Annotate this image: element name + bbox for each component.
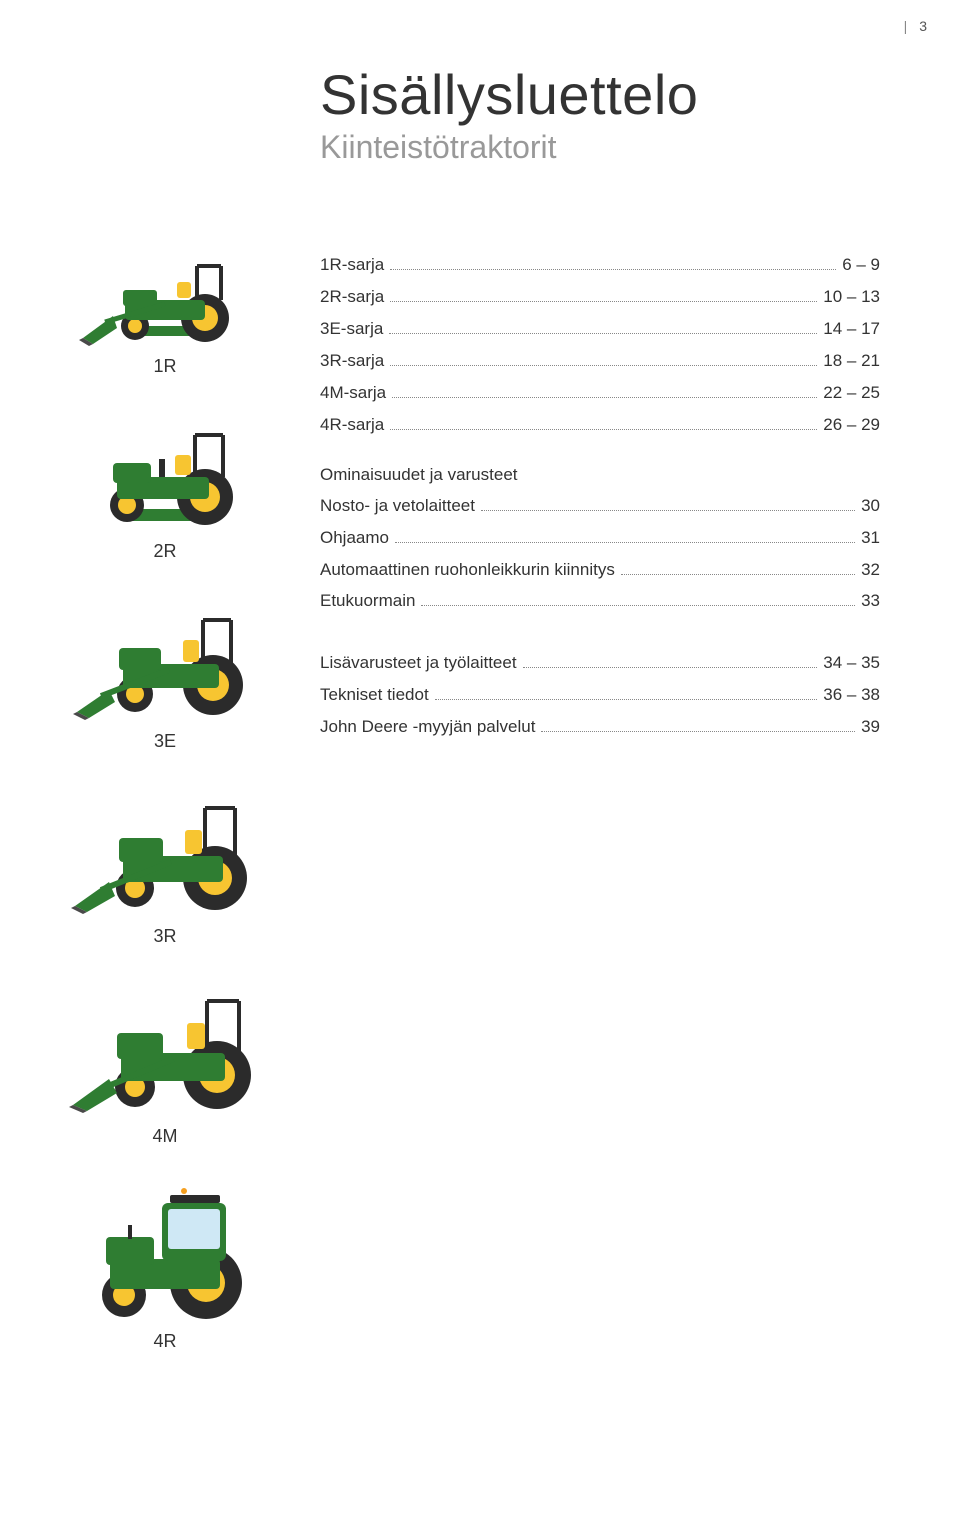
toc-label: Ohjaamo — [320, 527, 389, 550]
toc-leader — [390, 269, 836, 270]
page-title: Sisällysluettelo — [320, 62, 698, 127]
toc-label: Automaattinen ruohonleikkurin kiinnitys — [320, 559, 615, 582]
toc-leader — [390, 301, 817, 302]
toc-pages: 36 – 38 — [823, 684, 880, 707]
toc-leader — [392, 397, 817, 398]
toc-row: 1R-sarja 6 – 9 — [320, 254, 880, 277]
thumbnail-2r: 2R — [60, 405, 270, 562]
toc-leader — [421, 605, 855, 606]
thumbnail-label: 4M — [152, 1126, 177, 1147]
toc-section-heading: Ominaisuudet ja varusteet — [320, 465, 880, 485]
toc-row: Automaattinen ruohonleikkurin kiinnitys … — [320, 559, 880, 582]
toc-leader — [390, 365, 817, 366]
toc-row: Ohjaamo 31 — [320, 527, 880, 550]
toc-pages: 18 – 21 — [823, 350, 880, 373]
toc-row: 3R-sarja 18 – 21 — [320, 350, 880, 373]
toc-row: John Deere -myyjän palvelut 39 — [320, 716, 880, 739]
toc-leader — [621, 574, 855, 575]
tractor-icon — [65, 780, 265, 920]
toc-label: 3R-sarja — [320, 350, 384, 373]
toc-label: 3E-sarja — [320, 318, 383, 341]
thumbnail-label: 3E — [154, 731, 176, 752]
tractor-icon — [65, 975, 265, 1120]
toc-leader — [523, 667, 818, 668]
toc-leader — [389, 333, 817, 334]
toc-row: 3E-sarja 14 – 17 — [320, 318, 880, 341]
thumbnail-label: 1R — [153, 356, 176, 377]
tractor-icon — [65, 590, 265, 725]
toc-row: 4R-sarja 26 – 29 — [320, 414, 880, 437]
toc-row: 4M-sarja 22 – 25 — [320, 382, 880, 405]
toc-pages: 32 — [861, 559, 880, 582]
toc-pages: 26 – 29 — [823, 414, 880, 437]
toc-pages: 39 — [861, 716, 880, 739]
toc-pages: 33 — [861, 590, 880, 613]
title-block: Sisällysluettelo Kiinteistötraktorit — [320, 62, 698, 166]
toc-label: 2R-sarja — [320, 286, 384, 309]
toc-pages: 30 — [861, 495, 880, 518]
page-number-divider: | — [904, 18, 909, 34]
thumbnail-3e: 3E — [60, 590, 270, 752]
thumbnail-3r: 3R — [60, 780, 270, 947]
thumbnail-1r: 1R — [60, 230, 270, 377]
toc-pages: 14 – 17 — [823, 318, 880, 341]
toc-leader — [481, 510, 855, 511]
thumbnail-label: 3R — [153, 926, 176, 947]
toc-row: Lisävarusteet ja työlaitteet 34 – 35 — [320, 652, 880, 675]
toc-label: John Deere -myyjän palvelut — [320, 716, 535, 739]
toc-row: Nosto- ja vetolaitteet 30 — [320, 495, 880, 518]
page-number: | 3 — [904, 18, 928, 34]
toc-pages: 6 – 9 — [842, 254, 880, 277]
thumbnail-4m: 4M — [60, 975, 270, 1147]
toc-leader — [395, 542, 855, 543]
toc-label: Nosto- ja vetolaitteet — [320, 495, 475, 518]
toc-pages: 10 – 13 — [823, 286, 880, 309]
toc-row: Etukuormain 33 — [320, 590, 880, 613]
toc-leader — [541, 731, 855, 732]
thumbnail-label: 2R — [153, 541, 176, 562]
toc-pages: 22 – 25 — [823, 382, 880, 405]
toc-leader — [390, 429, 817, 430]
tractor-icon — [65, 230, 265, 350]
toc-label: 4M-sarja — [320, 382, 386, 405]
tractor-icon — [70, 1175, 260, 1325]
page-subtitle: Kiinteistötraktorit — [320, 129, 698, 166]
toc-label: Tekniset tiedot — [320, 684, 429, 707]
toc-row: Tekniset tiedot 36 – 38 — [320, 684, 880, 707]
toc-label: Lisävarusteet ja työlaitteet — [320, 652, 517, 675]
toc-label: 4R-sarja — [320, 414, 384, 437]
table-of-contents: 1R-sarja 6 – 9 2R-sarja 10 – 13 3E-sarja… — [320, 254, 880, 748]
toc-leader — [435, 699, 818, 700]
thumbnail-label: 4R — [153, 1331, 176, 1352]
toc-label: Etukuormain — [320, 590, 415, 613]
toc-label: 1R-sarja — [320, 254, 384, 277]
toc-row: 2R-sarja 10 – 13 — [320, 286, 880, 309]
page-number-value: 3 — [919, 18, 928, 34]
toc-pages: 34 – 35 — [823, 652, 880, 675]
thumbnail-column: 1R 2R 3E — [60, 230, 270, 1380]
tractor-icon — [65, 405, 265, 535]
toc-pages: 31 — [861, 527, 880, 550]
thumbnail-4r: 4R — [60, 1175, 270, 1352]
